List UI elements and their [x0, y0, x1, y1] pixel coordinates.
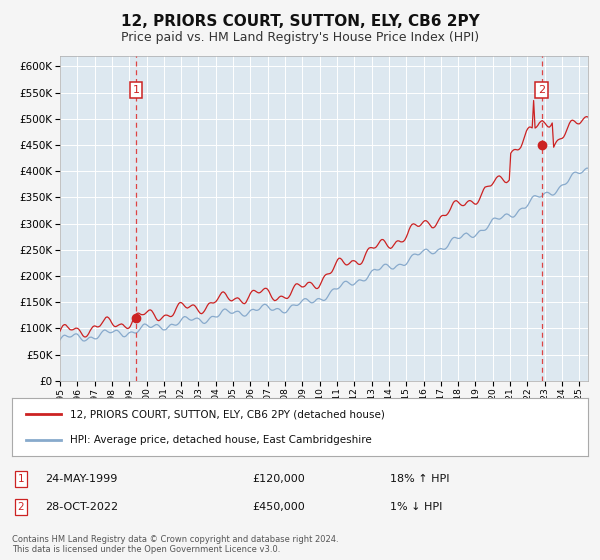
Text: 1: 1 — [17, 474, 25, 484]
Text: 12, PRIORS COURT, SUTTON, ELY, CB6 2PY (detached house): 12, PRIORS COURT, SUTTON, ELY, CB6 2PY (… — [70, 409, 385, 419]
Text: 18% ↑ HPI: 18% ↑ HPI — [390, 474, 449, 484]
Text: 28-OCT-2022: 28-OCT-2022 — [45, 502, 118, 512]
Text: 2: 2 — [17, 502, 25, 512]
Text: 24-MAY-1999: 24-MAY-1999 — [45, 474, 118, 484]
Text: Price paid vs. HM Land Registry's House Price Index (HPI): Price paid vs. HM Land Registry's House … — [121, 31, 479, 44]
Text: 2: 2 — [538, 85, 545, 95]
Text: 1% ↓ HPI: 1% ↓ HPI — [390, 502, 442, 512]
Text: £450,000: £450,000 — [252, 502, 305, 512]
Text: 12, PRIORS COURT, SUTTON, ELY, CB6 2PY: 12, PRIORS COURT, SUTTON, ELY, CB6 2PY — [121, 14, 479, 29]
Text: £120,000: £120,000 — [252, 474, 305, 484]
Text: HPI: Average price, detached house, East Cambridgeshire: HPI: Average price, detached house, East… — [70, 435, 371, 445]
Text: 1: 1 — [133, 85, 139, 95]
Text: Contains HM Land Registry data © Crown copyright and database right 2024.
This d: Contains HM Land Registry data © Crown c… — [12, 535, 338, 554]
